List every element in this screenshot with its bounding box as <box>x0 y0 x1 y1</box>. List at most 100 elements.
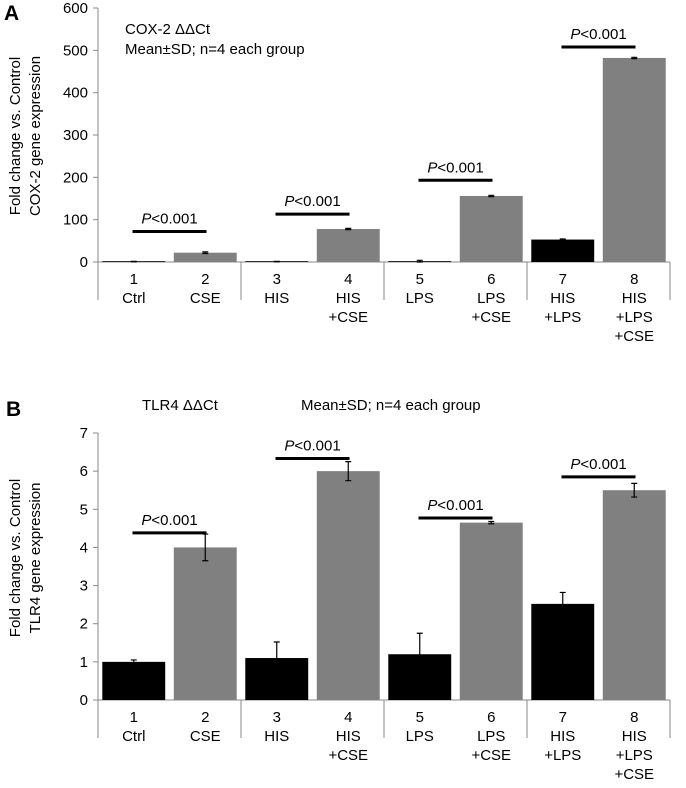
panel-a-category-label: +CSE <box>471 309 511 326</box>
panel-a-significance-label: P<0.001 <box>427 159 483 176</box>
panel-a-subtitle: Mean±SD; n=4 each group <box>125 41 305 58</box>
panel-b-category-label: 5 <box>416 709 424 726</box>
panel-a-letter: A <box>4 2 19 25</box>
panel-b-errorbar-8 <box>631 482 638 498</box>
panel-a-category-label: 5 <box>416 271 424 288</box>
panel-a-category-label: 3 <box>273 271 281 288</box>
panel-b-category-label: Ctrl <box>122 728 145 745</box>
panel-b-ytick-label: 5 <box>80 501 88 518</box>
panel-a-ytick-label: 500 <box>63 42 88 59</box>
panel-a-plot: 0 100 200 300 400 500 600 1 Ctrl 2 CSE 3 HIS 4 HIS +CSE… <box>63 0 671 345</box>
panel-b-significance-label: P<0.001 <box>284 438 340 455</box>
panel-b-significance-label: P<0.001 <box>570 456 626 473</box>
panel-b-plot: 0 1 2 3 4 5 6 7 1 Ctrl 2 CSE 3 HIS 4 HIS +CSE 5 LPS 6 LPS +CS… <box>80 425 671 783</box>
panel-a-category-label: LPS <box>406 290 434 307</box>
panel-b-category-label: 1 <box>130 709 138 726</box>
panel-b-category-label: 3 <box>273 709 281 726</box>
panel-a-category-label: Ctrl <box>122 290 145 307</box>
panel-b-ylabel-line2: TLR4 gene expression <box>27 483 44 634</box>
panel-b-errorbar-1 <box>130 659 137 665</box>
panel-a-category-label: +CSE <box>328 309 368 326</box>
panel-a-title: COX-2 ΔΔCt <box>125 21 211 38</box>
panel-a-bar-8 <box>602 57 666 262</box>
panel-b-title: TLR4 ΔΔCt <box>142 397 219 414</box>
panel-a-category-label: 2 <box>201 271 209 288</box>
panel-a-significance-label: P<0.001 <box>141 211 197 228</box>
panel-b-bar-4 <box>316 471 380 700</box>
panel-b-bar-1 <box>102 661 166 700</box>
panel-b-errorbar-4 <box>345 461 352 482</box>
panel-a-ytick-label: 300 <box>63 127 88 144</box>
panel-a-category-label: HIS <box>550 290 575 307</box>
panel-a-bar-2 <box>173 252 237 262</box>
panel-a-category-label: +LPS <box>616 309 653 326</box>
panel-b-category-label: HIS <box>622 728 647 745</box>
panel-b-ylabel-line1: Fold change vs. Control <box>7 479 24 637</box>
panel-a-category-label: HIS <box>264 290 289 307</box>
panel-a-significance-label: P<0.001 <box>284 193 340 210</box>
panel-a-category-label: CSE <box>190 290 221 307</box>
panel-b-category-label: +CSE <box>614 766 654 783</box>
panel-a-ylabel-line2: COX-2 gene expression <box>27 56 44 216</box>
panel-a-errorbar-2 <box>202 251 209 255</box>
panel-a-ytick-label: 100 <box>63 212 88 229</box>
panel-b-category-label: CSE <box>190 728 221 745</box>
panel-b-letter: B <box>6 398 21 421</box>
panel-b-category-label: +CSE <box>328 747 368 764</box>
panel-a-errorbar-7 <box>559 238 566 241</box>
panel-a-errorbar-6 <box>488 194 495 198</box>
panel-b-ytick-label: 4 <box>80 539 88 556</box>
panel-a-errorbar-8 <box>631 56 638 60</box>
panel-b-category-label: HIS <box>550 728 575 745</box>
panel-b-errorbar-7 <box>559 591 566 616</box>
panel-b-errorbar-5 <box>416 632 423 676</box>
panel-a-category-label: 7 <box>559 271 567 288</box>
panel-b-ytick-label: 6 <box>80 463 88 480</box>
panel-b-category-label: HIS <box>336 728 361 745</box>
panel-a-category-label: LPS <box>477 290 505 307</box>
panel-b-ytick-label: 3 <box>80 578 88 595</box>
panel-a-category-label: 8 <box>630 271 638 288</box>
panel-b-errorbar-6 <box>488 520 495 525</box>
panel-b-errorbar-3 <box>273 641 280 675</box>
panel-a-category-label: +CSE <box>614 328 654 345</box>
panel-a-category-label: 6 <box>487 271 495 288</box>
panel-a-ytick-label: 0 <box>80 254 88 271</box>
panel-a-bar-6 <box>459 195 523 262</box>
panel-a-category-label: HIS <box>622 290 647 307</box>
panel-b-ytick-label: 7 <box>80 425 88 442</box>
panel-a-bar-4 <box>316 228 380 262</box>
panel-a-bar-7 <box>531 239 595 262</box>
panel-a-ytick-label: 200 <box>63 169 88 186</box>
panel-b-category-label: 8 <box>630 709 638 726</box>
panel-b-category-label: 2 <box>201 709 209 726</box>
panel-a-category-label: HIS <box>336 290 361 307</box>
panel-a-errorbar-4 <box>345 227 352 231</box>
panel-b-ytick-label: 1 <box>80 654 88 671</box>
panel-b-bar-8 <box>602 490 666 700</box>
panel-a-ylabel-line1: Fold change vs. Control <box>7 57 24 215</box>
panel-b-significance-label: P<0.001 <box>427 497 483 514</box>
panel-b-ytick-label: 2 <box>80 616 88 633</box>
panel-a-category-label: +LPS <box>544 309 581 326</box>
panel-b-category-label: HIS <box>264 728 289 745</box>
panel-b-category-label: 6 <box>487 709 495 726</box>
panel-b-bar-2 <box>173 547 237 700</box>
panel-b-category-label: LPS <box>477 728 505 745</box>
panel-b-significance-label: P<0.001 <box>141 512 197 529</box>
panel-b-category-label: LPS <box>406 728 434 745</box>
panel-b-subtitle: Mean±SD; n=4 each group <box>301 397 481 414</box>
panel-b-category-label: +CSE <box>471 747 511 764</box>
panel-b-category-label: 4 <box>344 709 352 726</box>
panel-b-category-label: +LPS <box>616 747 653 764</box>
panel-a-ytick-label: 400 <box>63 85 88 102</box>
panel-b-bar-6 <box>459 522 523 700</box>
panel-a-ytick-label: 600 <box>63 0 88 17</box>
panel-b-category-label: +LPS <box>544 747 581 764</box>
panel-a-significance-label: P<0.001 <box>570 26 626 43</box>
panel-b-ytick-label: 0 <box>80 692 88 709</box>
panel-a-errorbar-5 <box>416 259 423 263</box>
panel-b-bar-7 <box>531 603 595 700</box>
panel-b-category-label: 7 <box>559 709 567 726</box>
